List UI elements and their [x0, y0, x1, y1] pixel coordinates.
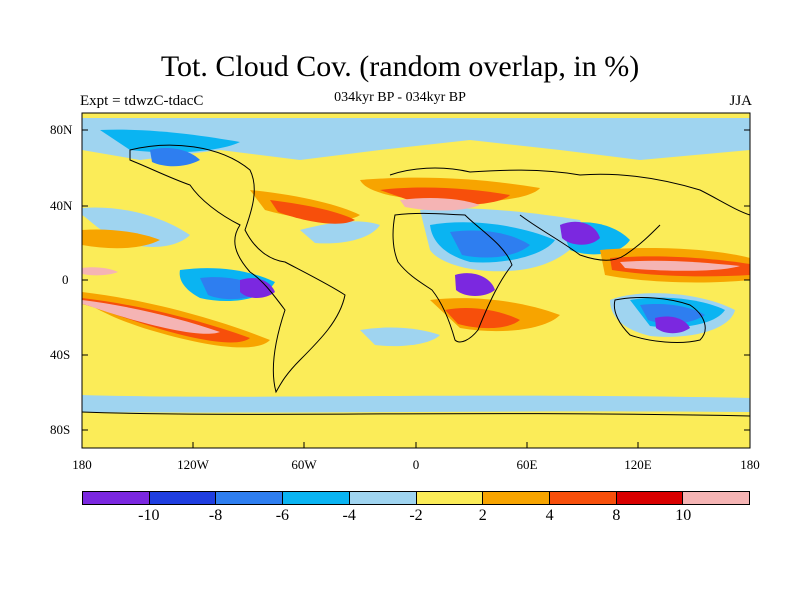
colorbar-bin: [483, 492, 550, 504]
increase-strongest-areas: [82, 197, 740, 334]
eurasia-north-coastline: [389, 167, 750, 216]
chart-title: Tot. Cloud Cov. (random overlap, in %): [160, 50, 640, 83]
lon-tick-label: 180: [740, 457, 760, 472]
africa-coastline: [392, 212, 513, 343]
south-asia-coastline: [519, 214, 661, 261]
lat-tick-label: 0: [62, 272, 69, 287]
colorbar-label: 4: [545, 507, 554, 524]
season-label: JJA: [729, 93, 752, 109]
colorbar-bin: [549, 492, 617, 504]
colorbar-label: 2: [478, 507, 487, 524]
lon-tick-label: 60E: [516, 457, 538, 472]
antarctica-coastline: [82, 411, 750, 417]
colorbar-label: 8: [612, 507, 621, 524]
lon-tick-label: 120E: [624, 457, 652, 472]
lat-tick-label: 80S: [50, 422, 71, 437]
colorbar-bin: [349, 492, 417, 504]
colorbar-bin: [616, 492, 684, 504]
colorbar: [82, 491, 750, 505]
colorbar-bin: [216, 492, 284, 504]
colorbar-label: -10: [138, 507, 160, 524]
decrease-strongest-areas: [240, 221, 690, 334]
coastlines: [82, 144, 750, 417]
colorbar-bin: [149, 492, 217, 504]
lon-tick-marks: [81, 442, 751, 448]
colorbar-label: -2: [409, 507, 423, 524]
colorbar-bin: [416, 492, 484, 504]
experiment-label: Expt = tdwzC-tdacC: [80, 93, 204, 109]
lat-tick-label: 40N: [50, 198, 73, 213]
americas-coastline: [129, 144, 346, 394]
colorbar-label: -8: [208, 507, 223, 524]
colorbar-bin: [83, 492, 150, 504]
lat-tick-label: 80N: [50, 122, 73, 137]
lat-tick-marks: [82, 129, 750, 431]
lon-tick-label: 0: [412, 457, 420, 472]
colorbar-bin: [683, 492, 750, 504]
map-field: [82, 113, 750, 448]
chart-subtitle: 034kyr BP - 034kyr BP: [334, 90, 466, 105]
australia-coastline: [613, 297, 706, 343]
colorbar-label: -4: [342, 507, 356, 524]
lat-tick-label: 40S: [50, 347, 71, 362]
lon-tick-label: 60W: [291, 457, 317, 472]
lon-tick-label: 120W: [177, 457, 209, 472]
lon-tick-label: 180: [72, 457, 92, 472]
colorbar-label: -6: [275, 507, 290, 524]
colorbar-bin: [283, 492, 350, 504]
colorbar-label: 10: [675, 507, 692, 524]
